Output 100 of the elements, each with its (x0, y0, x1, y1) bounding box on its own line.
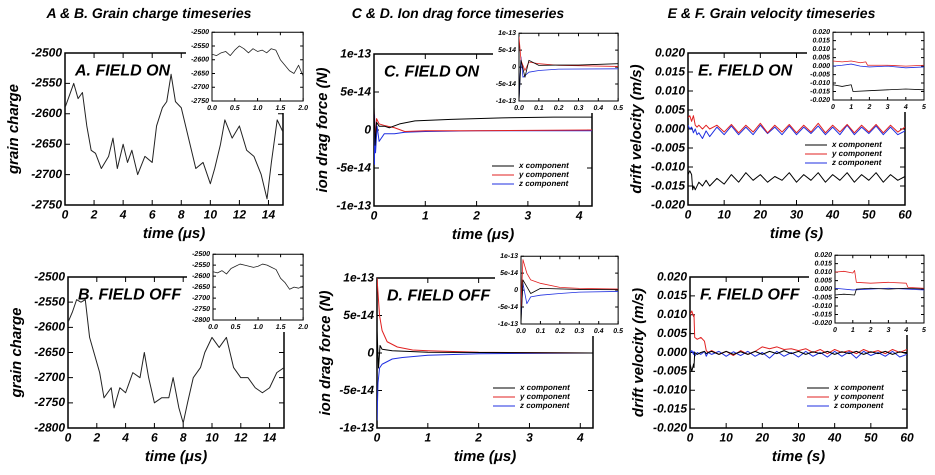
y-tick-label: -5e-14 (336, 160, 372, 174)
x-tick-label: 40 (826, 430, 842, 445)
annotation: A. FIELD ON (74, 62, 171, 80)
x-tick-label: 10 (719, 430, 734, 445)
y-tick-label: -2500 (31, 45, 62, 60)
y-tick-label: 0.010 (656, 307, 688, 322)
legend-label: y component (831, 149, 882, 158)
x-tick-label: 1 (422, 208, 429, 223)
y-axis-title: grain charge (8, 307, 26, 399)
y-tick-label: -2500 (34, 269, 66, 284)
y-tick-label: 0.005 (654, 102, 686, 116)
y-tick-label: 0.005 (656, 326, 688, 340)
y-tick-label: -0.020 (650, 197, 686, 212)
x-tick-label: 4 (576, 430, 584, 445)
y-tick-label: 1e-13 (340, 46, 372, 60)
x-tick-label: 60 (900, 430, 914, 445)
x-tick-label: 3 (526, 430, 534, 445)
x-axis-title: time (s) (772, 448, 826, 466)
x-tick-label: 4 (121, 430, 130, 445)
x-tick-label: 4 (574, 208, 583, 223)
y-tick-label: -2700 (31, 166, 62, 181)
x-tick-label: 14 (262, 430, 277, 445)
y-axis-title: ion drag force (N) (314, 67, 332, 193)
y-tick-label: -2800 (34, 420, 66, 434)
y-tick-label: 0.015 (656, 288, 688, 302)
annotation: F. FIELD OFF (700, 286, 801, 304)
x-tick-label: 10 (717, 208, 732, 222)
y-tick-label: 0 (364, 122, 372, 136)
x-tick-label: 50 (862, 208, 876, 222)
x-tick-label: 60 (898, 208, 912, 222)
annotation: E. FIELD ON (698, 62, 793, 80)
x-tick-label: 4 (118, 208, 127, 222)
chart-title: E & F. Grain velocity timeseries (668, 4, 876, 21)
y-tick-label: 1e-13 (343, 270, 374, 284)
y-tick-label: -2550 (31, 76, 62, 90)
x-axis-title: time (μs) (452, 226, 514, 244)
legend-label: y component (518, 170, 570, 180)
legend-label: z component (833, 401, 884, 410)
y-tick-label: 0.010 (654, 83, 686, 98)
annotation: B. FIELD OFF (78, 286, 182, 304)
y-tick-label: -0.005 (652, 364, 688, 378)
y-tick-label: 0.000 (654, 121, 686, 136)
x-axis-title: time (μs) (144, 448, 208, 466)
y-tick-label: -0.020 (652, 420, 688, 434)
x-tick-label: 8 (178, 208, 185, 222)
y-tick-label: -0.015 (652, 401, 688, 416)
x-tick-label: 12 (232, 208, 246, 222)
y-tick-label: -1e-13 (336, 198, 372, 212)
x-tick-label: 10 (205, 430, 219, 445)
y-tick-label: 5e-14 (340, 84, 372, 98)
x-tick-label: 12 (234, 430, 248, 445)
y-tick-label: -0.015 (650, 178, 686, 192)
legend-label: x component (518, 161, 570, 170)
y-tick-label: 0.020 (656, 269, 688, 284)
x-tick-label: 10 (204, 208, 218, 222)
x-tick-label: 40 (824, 208, 840, 222)
legend-label: z component (519, 401, 570, 410)
y-tick-label: -2700 (34, 370, 66, 384)
x-tick-label: 14 (262, 208, 276, 222)
x-tick-label: 6 (151, 430, 158, 445)
y-tick-label: -2750 (31, 197, 62, 212)
y-tick-label: -2600 (34, 320, 66, 334)
y-tick-label: -0.010 (652, 382, 688, 397)
y-tick-label: -2550 (34, 294, 66, 308)
x-tick-label: 8 (180, 430, 187, 445)
y-tick-label: -2750 (34, 395, 66, 410)
x-tick-label: 30 (792, 430, 806, 445)
x-axis-title: time (μs) (142, 225, 206, 242)
x-tick-label: 20 (752, 208, 768, 222)
chart-title: A & B. Grain charge timeseries (46, 4, 252, 21)
y-tick-label: -2600 (31, 106, 62, 120)
x-tick-label: 30 (790, 208, 804, 222)
x-tick-label: 2 (474, 430, 482, 445)
x-tick-label: 2 (92, 430, 100, 445)
y-tick-label: -2650 (31, 136, 62, 151)
y-tick-label: -2650 (34, 344, 66, 359)
x-axis-title: time (μs) (454, 448, 516, 466)
legend-label: z component (518, 179, 569, 188)
y-axis-title: drift velocity (m/s) (630, 288, 648, 418)
annotation: C. FIELD ON (384, 63, 480, 80)
y-tick-label: 5e-14 (343, 308, 374, 322)
x-tick-label: 50 (864, 430, 878, 445)
x-tick-label: 2 (90, 208, 98, 222)
legend-label: x component (833, 383, 884, 392)
legend-label: z component (831, 158, 882, 168)
legend-label: x component (831, 140, 882, 150)
x-tick-label: 3 (524, 208, 532, 223)
legend-label: y component (833, 392, 884, 402)
y-tick-label: -5e-14 (339, 382, 374, 397)
x-tick-label: 20 (754, 430, 770, 445)
y-tick-label: -0.010 (650, 159, 686, 174)
y-tick-label: -1e-13 (339, 420, 374, 434)
x-tick-label: 6 (148, 208, 156, 222)
y-tick-label: 0 (367, 345, 374, 360)
y-axis-title: grain charge (5, 84, 22, 176)
x-tick-label: 1 (424, 430, 432, 445)
y-axis-title: drift velocity (m/s) (628, 64, 646, 194)
legend-label: x component (519, 383, 570, 392)
legend-label: y component (519, 392, 570, 402)
chart-title: C & D. Ion drag force timeseries (352, 4, 564, 21)
